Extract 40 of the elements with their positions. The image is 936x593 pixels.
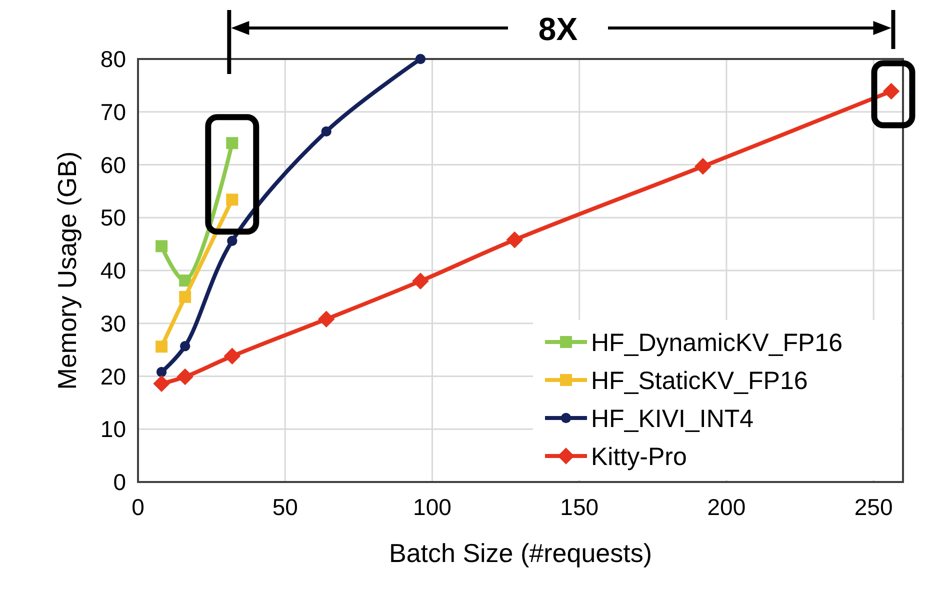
point [224, 348, 241, 365]
y-tick-label: 10 [100, 416, 126, 442]
x-tick-label: 0 [132, 494, 144, 520]
y-tick-label: 50 [100, 204, 126, 231]
x-tick-label: 250 [854, 494, 893, 520]
point [156, 240, 168, 252]
y-tick-label: 0 [113, 469, 126, 495]
legend-label: HF_StaticKV_FP16 [591, 367, 808, 395]
legend-label: HF_KIVI_INT4 [591, 405, 754, 433]
point [415, 54, 426, 64]
point [180, 341, 190, 352]
point [506, 231, 524, 248]
point [227, 236, 238, 246]
point [179, 290, 192, 303]
y-tick-label: 40 [100, 258, 126, 284]
point [226, 194, 238, 206]
point [156, 366, 167, 378]
y-tick-label: 70 [100, 98, 126, 125]
x-tick-label: 50 [272, 494, 298, 520]
y-axis-title: Memory Usage (GB) [52, 151, 82, 390]
y-tick-label: 60 [100, 152, 126, 178]
point [226, 137, 238, 150]
x-tick-label: 200 [707, 494, 746, 520]
y-tick-label: 30 [100, 310, 126, 336]
x-tick-label: 150 [560, 494, 599, 520]
point [179, 274, 192, 287]
point [412, 272, 429, 290]
point [321, 126, 332, 137]
text: 8X [538, 11, 578, 47]
legend-label: Kitty-Pro [591, 443, 687, 471]
point [176, 368, 194, 386]
y-tick-label: 80 [100, 46, 126, 72]
point [694, 158, 712, 175]
point [156, 340, 168, 353]
x-axis-title: Batch Size (#requests) [388, 538, 652, 568]
point [318, 310, 335, 328]
x-tick-label: 100 [413, 494, 452, 520]
legend-label: HF_DynamicKV_FP16 [591, 329, 842, 357]
y-tick-label: 20 [100, 363, 126, 390]
point [153, 375, 170, 392]
